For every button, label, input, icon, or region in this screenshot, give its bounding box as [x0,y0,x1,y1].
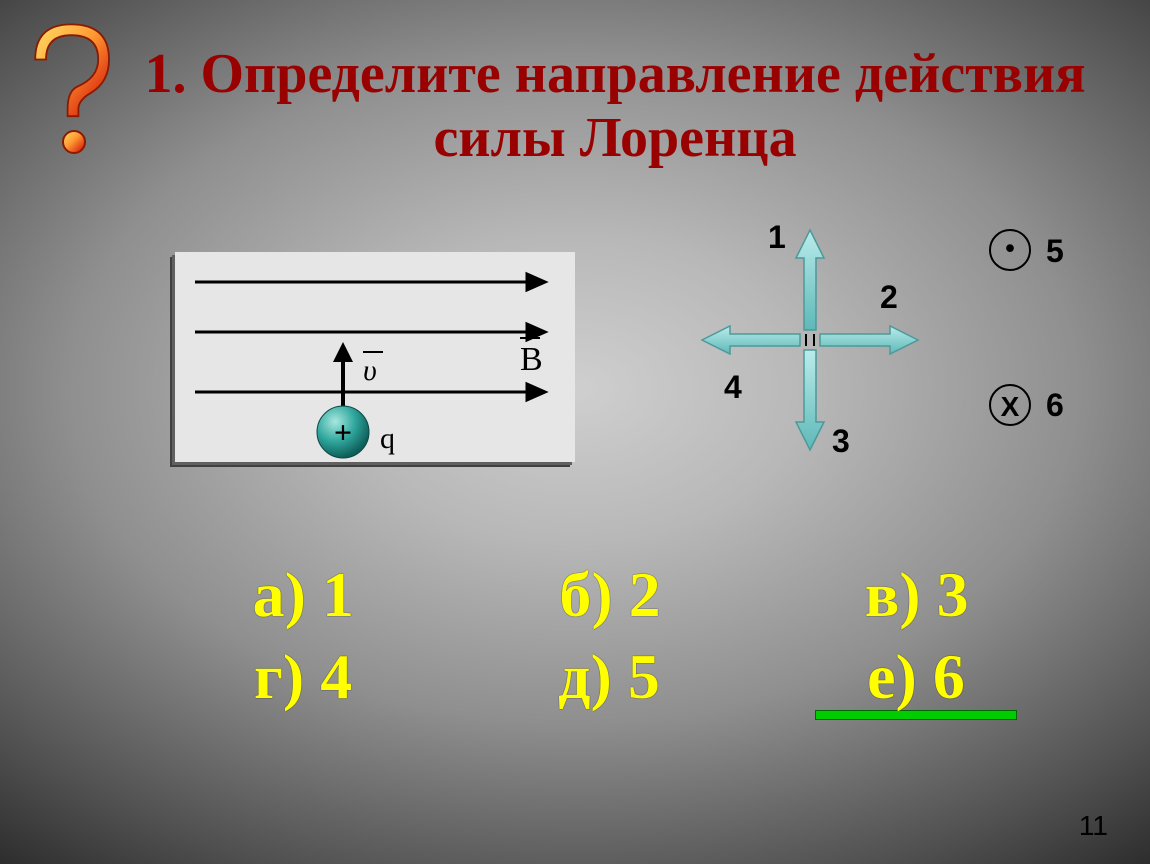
answer-e[interactable]: д) 5 [509,640,709,720]
dir-label-6: 6 [1046,387,1064,423]
question-mark-icon [28,22,118,162]
question-title: 1. Определите направление действия силы … [120,42,1110,171]
dir-label-4: 4 [724,369,742,405]
field-label-B: B [520,341,543,378]
answer-a[interactable]: а) 1 [203,558,403,632]
answer-f[interactable]: е) 6 [815,640,1017,720]
field-diagram: B υ + q [175,252,575,462]
dot-symbol: · [1002,222,1018,275]
direction-key: 1 2 3 4 · 5 Х 6 [660,210,1120,470]
charge-label: q [380,422,395,455]
velocity-label: υ [363,354,377,387]
dir-label-1: 1 [768,219,786,255]
page-number: 11 [1079,810,1108,842]
dir-label-2: 2 [880,279,898,315]
answer-f-text: е) 6 [867,641,965,712]
dir-label-5: 5 [1046,233,1064,269]
slide: 1. Определите направление действия силы … [0,0,1150,864]
answer-options: а) 1 б) 2 в) 3 г) 4 д) 5 е) 6 [150,550,1070,728]
answer-b[interactable]: б) 2 [510,558,710,632]
charge-sign: + [334,414,352,450]
dir-label-3: 3 [832,423,850,459]
answer-d[interactable]: г) 4 [203,640,403,720]
answer-c[interactable]: в) 3 [817,558,1017,632]
cross-symbol: Х [1001,391,1020,422]
